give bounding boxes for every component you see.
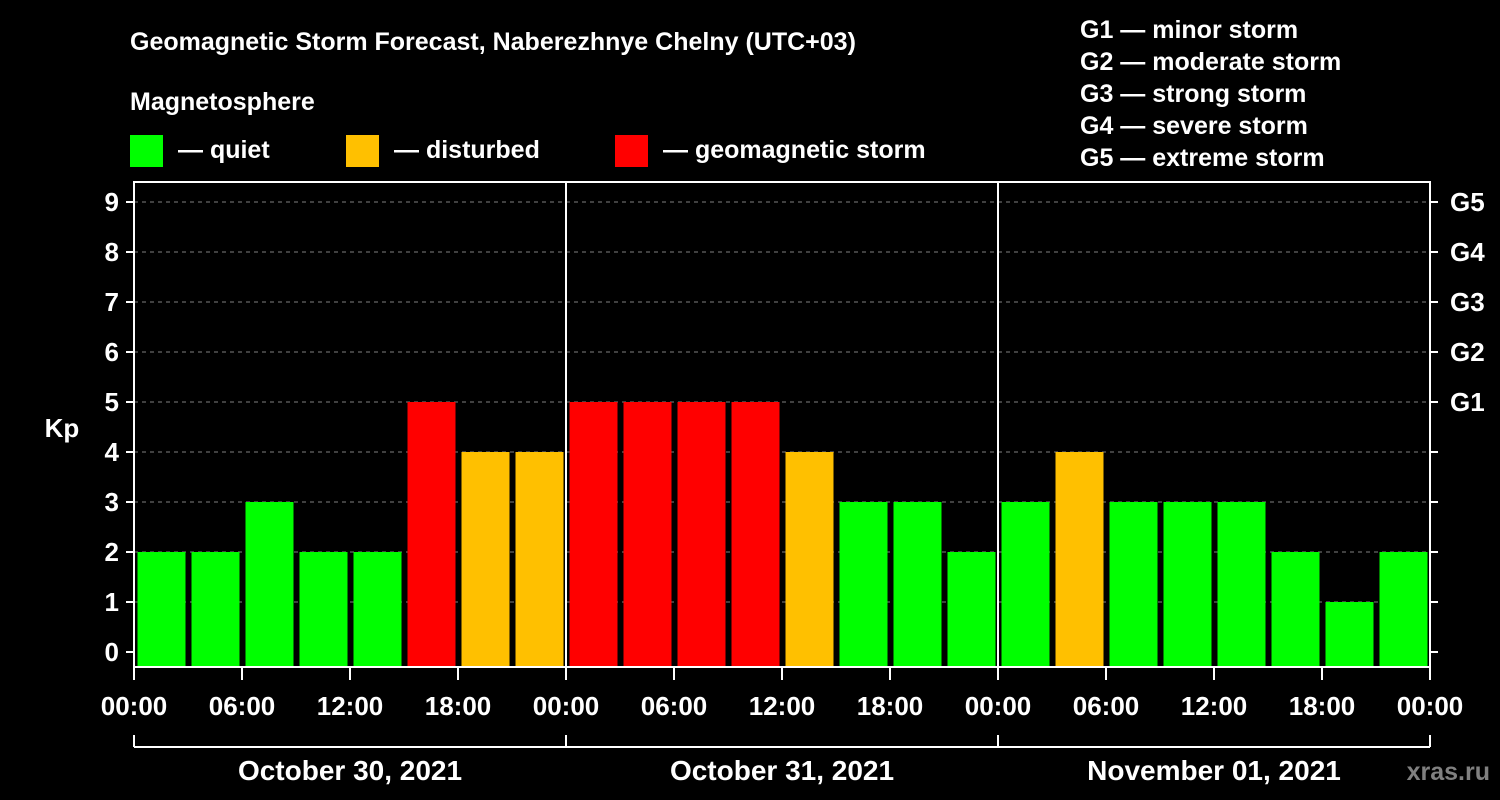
x-tick-label: 06:00 xyxy=(209,691,276,721)
x-tick-label: 00:00 xyxy=(1397,691,1464,721)
x-tick-label: 18:00 xyxy=(1289,691,1356,721)
kp-bar xyxy=(623,402,672,667)
storm-scale-g1: G1 — minor storm xyxy=(1080,16,1298,44)
day-label: November 01, 2021 xyxy=(1087,755,1341,786)
kp-bar xyxy=(299,552,348,667)
g-scale-label: G5 xyxy=(1450,187,1485,217)
kp-bar xyxy=(1271,552,1320,667)
storm-scale-g4: G4 — severe storm xyxy=(1080,112,1308,140)
y-tick-label: 3 xyxy=(105,487,119,517)
x-tick-label: 06:00 xyxy=(641,691,708,721)
y-axis-label: Kp xyxy=(45,413,80,443)
watermark: xras.ru xyxy=(1407,758,1490,786)
legend-swatch-disturbed xyxy=(346,135,379,167)
kp-bar xyxy=(461,452,510,667)
kp-bar xyxy=(1055,452,1104,667)
kp-bar xyxy=(569,402,618,667)
kp-bar xyxy=(1379,552,1428,667)
g-scale-label: G3 xyxy=(1450,287,1485,317)
g-scale-label: G1 xyxy=(1450,387,1485,417)
kp-bar xyxy=(1163,502,1212,667)
x-tick-label: 12:00 xyxy=(317,691,384,721)
kp-bar xyxy=(515,452,564,667)
legend-swatch-storm xyxy=(615,135,648,167)
kp-bar xyxy=(893,502,942,667)
storm-scale-g3: G3 — strong storm xyxy=(1080,80,1306,108)
kp-bar xyxy=(191,552,240,667)
legend-swatch-quiet xyxy=(130,135,163,167)
x-tick-label: 00:00 xyxy=(533,691,600,721)
x-tick-label: 18:00 xyxy=(857,691,924,721)
kp-bar xyxy=(407,402,456,667)
y-tick-label: 1 xyxy=(105,587,119,617)
y-tick-label: 8 xyxy=(105,237,119,267)
y-tick-label: 4 xyxy=(105,437,120,467)
y-tick-label: 2 xyxy=(105,537,119,567)
kp-bar xyxy=(785,452,834,667)
kp-bar xyxy=(731,402,780,667)
chart-title: Geomagnetic Storm Forecast, Naberezhnye … xyxy=(130,28,856,56)
kp-bar xyxy=(1325,602,1374,667)
day-label: October 31, 2021 xyxy=(670,755,894,786)
storm-scale-g5: G5 — extreme storm xyxy=(1080,144,1325,172)
x-tick-label: 00:00 xyxy=(101,691,168,721)
kp-bar xyxy=(137,552,186,667)
y-tick-label: 0 xyxy=(105,637,119,667)
kp-bar xyxy=(245,502,294,667)
kp-bar xyxy=(1109,502,1158,667)
kp-bar xyxy=(1001,502,1050,667)
legend-label-disturbed: — disturbed xyxy=(394,136,540,164)
y-tick-label: 5 xyxy=(105,387,119,417)
kp-bar xyxy=(1217,502,1266,667)
legend-label-storm: — geomagnetic storm xyxy=(663,136,926,164)
day-label: October 30, 2021 xyxy=(238,755,462,786)
y-tick-label: 9 xyxy=(105,187,119,217)
y-tick-label: 6 xyxy=(105,337,119,367)
y-tick-label: 7 xyxy=(105,287,119,317)
kp-bar xyxy=(353,552,402,667)
x-tick-label: 18:00 xyxy=(425,691,492,721)
g-scale-label: G4 xyxy=(1450,237,1485,267)
x-tick-label: 00:00 xyxy=(965,691,1032,721)
kp-bar xyxy=(677,402,726,667)
legend-heading: Magnetosphere xyxy=(130,88,315,116)
kp-bar xyxy=(947,552,996,667)
kp-bar xyxy=(839,502,888,667)
x-tick-label: 12:00 xyxy=(749,691,816,721)
x-tick-label: 12:00 xyxy=(1181,691,1248,721)
storm-scale-g2: G2 — moderate storm xyxy=(1080,48,1341,76)
x-tick-label: 06:00 xyxy=(1073,691,1140,721)
legend-label-quiet: — quiet xyxy=(178,136,270,164)
g-scale-label: G2 xyxy=(1450,337,1485,367)
